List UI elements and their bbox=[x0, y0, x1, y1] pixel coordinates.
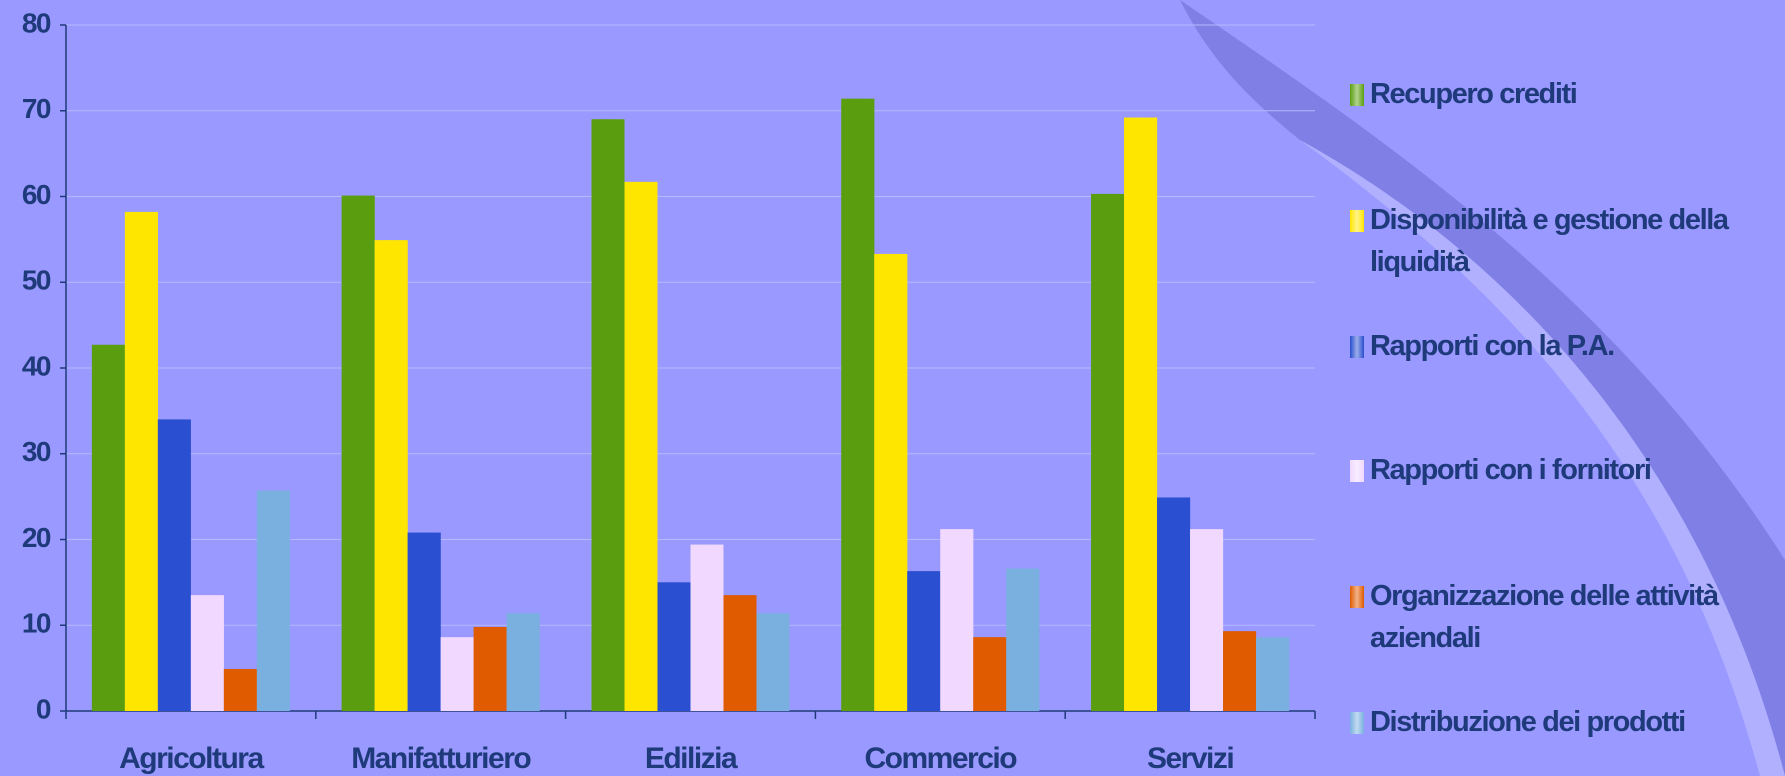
y-tick-label: 80 bbox=[22, 7, 51, 38]
y-tick-label: 30 bbox=[22, 436, 51, 467]
bar bbox=[1223, 631, 1257, 711]
bar bbox=[1091, 193, 1125, 712]
legend-label: Rapporti con i fornitori bbox=[1370, 454, 1652, 486]
y-tick-label: 10 bbox=[22, 608, 51, 639]
bar bbox=[256, 490, 290, 711]
bar bbox=[1124, 117, 1158, 712]
legend-item: Rapporti con i fornitori bbox=[1350, 454, 1780, 491]
legend-item: Disponibilità e gestione della liquidità bbox=[1350, 204, 1780, 283]
bar bbox=[374, 240, 408, 712]
x-tick-label: Commercio bbox=[865, 742, 1018, 775]
legend-label: Disponibilità e gestione della liquidità bbox=[1370, 204, 1729, 278]
x-tick-label: Edilizia bbox=[645, 742, 738, 775]
bar bbox=[907, 571, 941, 711]
y-tick-label: 60 bbox=[22, 179, 51, 210]
legend-item: Organizzazione delle attività aziendali bbox=[1350, 580, 1780, 659]
y-tick-label: 40 bbox=[22, 350, 51, 381]
y-tick-label: 50 bbox=[22, 265, 51, 296]
bar bbox=[91, 344, 125, 711]
bar bbox=[1006, 568, 1040, 711]
x-tick-label: Agricoltura bbox=[119, 742, 264, 775]
bar bbox=[624, 181, 658, 712]
bar bbox=[973, 637, 1007, 711]
bar bbox=[841, 98, 875, 712]
plot-area: 0 10 20 30 40 50 60 70 80 Agricoltura Manifatturie… bbox=[22, 7, 1316, 775]
bar bbox=[1157, 497, 1191, 711]
legend-item: Distribuzione dei prodotti bbox=[1350, 706, 1780, 743]
legend-item: Recupero crediti bbox=[1350, 78, 1780, 115]
legend-label: Recupero crediti bbox=[1370, 78, 1578, 110]
bar bbox=[1256, 637, 1290, 711]
legend-swatch bbox=[1350, 460, 1364, 482]
bar bbox=[190, 595, 224, 711]
y-tick-label: 20 bbox=[22, 522, 51, 553]
decorative-swoosh bbox=[1180, 0, 1785, 776]
bar bbox=[157, 419, 191, 711]
legend-swatch bbox=[1350, 336, 1364, 358]
bar bbox=[874, 253, 908, 711]
bar bbox=[940, 529, 974, 711]
bar bbox=[690, 544, 724, 711]
bar bbox=[756, 613, 790, 711]
bar bbox=[223, 668, 257, 711]
legend-swatch bbox=[1350, 210, 1364, 232]
legend-item: Rapporti con la P.A. bbox=[1350, 330, 1780, 367]
x-tick-label: Servizi bbox=[1147, 742, 1233, 775]
bar bbox=[440, 637, 474, 711]
y-tick-label: 70 bbox=[22, 93, 51, 124]
legend-swatch bbox=[1350, 586, 1364, 608]
bar bbox=[473, 626, 507, 711]
bar bbox=[723, 595, 757, 711]
bar bbox=[407, 532, 441, 711]
bar bbox=[1190, 529, 1224, 711]
legend-label: Rapporti con la P.A. bbox=[1370, 330, 1615, 362]
legend-swatch bbox=[1350, 712, 1364, 734]
bar bbox=[591, 119, 625, 711]
y-tick-label: 0 bbox=[36, 693, 51, 724]
bar bbox=[124, 211, 158, 711]
legend-label: Distribuzione dei prodotti bbox=[1370, 706, 1686, 738]
bar bbox=[341, 195, 375, 711]
bar bbox=[506, 613, 540, 711]
legend-label: Organizzazione delle attività aziendali bbox=[1370, 580, 1719, 654]
x-tick-label: Manifatturiero bbox=[351, 742, 531, 775]
bar bbox=[657, 582, 691, 711]
legend-swatch bbox=[1350, 84, 1364, 106]
